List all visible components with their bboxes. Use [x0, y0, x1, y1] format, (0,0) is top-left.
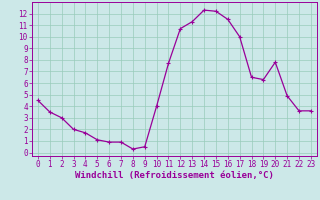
X-axis label: Windchill (Refroidissement éolien,°C): Windchill (Refroidissement éolien,°C) [75, 171, 274, 180]
